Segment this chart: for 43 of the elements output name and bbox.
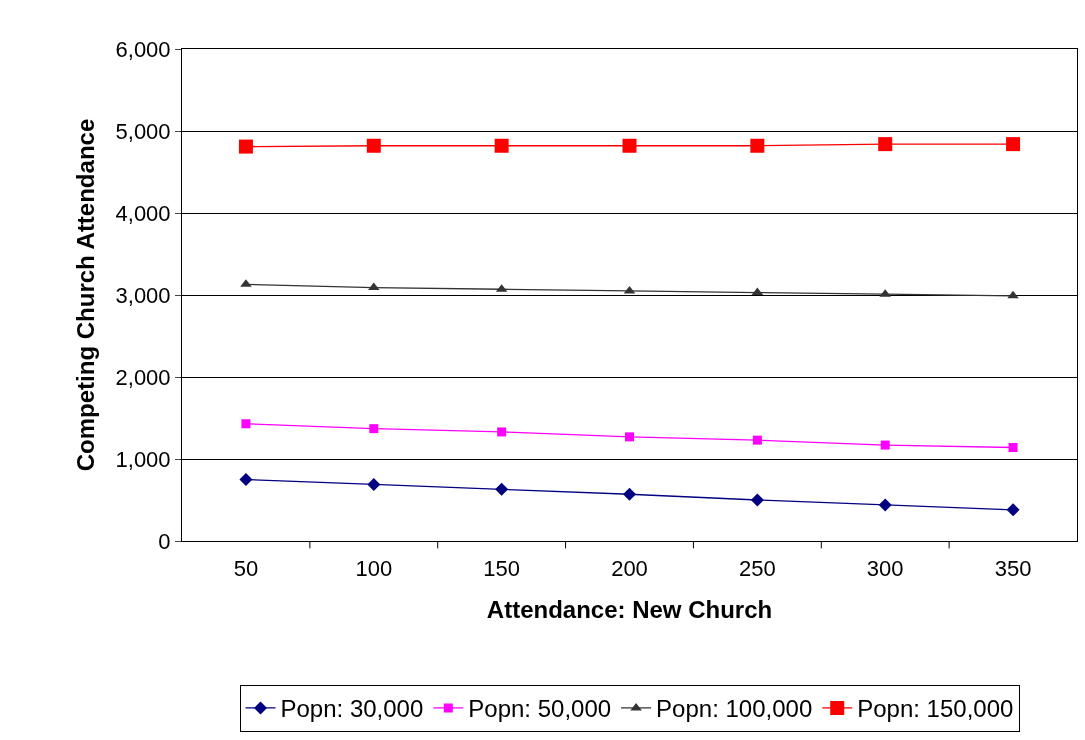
- point: [623, 487, 636, 501]
- point: [1006, 137, 1021, 152]
- y-tick-label: 3,000: [115, 282, 171, 308]
- point: [1007, 290, 1019, 299]
- y-axis-title: Competing Church Attendance: [71, 118, 99, 472]
- y-tick-label: 4,000: [115, 200, 171, 226]
- x-tick-label: 350: [994, 556, 1032, 582]
- legend-label: Popn: 150,000: [857, 695, 1014, 723]
- point: [494, 138, 509, 153]
- point: [750, 493, 764, 507]
- point: [750, 138, 765, 153]
- y-tick-label: 0: [158, 528, 171, 554]
- point: [1008, 443, 1018, 453]
- point: [369, 424, 379, 434]
- x-tick-label: 50: [233, 556, 259, 582]
- point: [495, 482, 509, 496]
- point: [239, 473, 253, 486]
- x-tick-label: 100: [355, 556, 393, 582]
- x-tick-label: 300: [866, 556, 904, 582]
- point: [622, 138, 637, 153]
- x-tick-label: 200: [611, 556, 648, 582]
- point: [367, 477, 381, 491]
- point: [1006, 503, 1020, 517]
- x-tick-label: 250: [739, 556, 776, 582]
- point: [878, 137, 893, 152]
- point: [238, 139, 253, 154]
- point: [752, 435, 762, 445]
- legend-label: Popn: 50,000: [468, 695, 612, 723]
- point: [366, 138, 381, 153]
- y-tick-label: 2,000: [115, 364, 171, 390]
- point: [880, 440, 890, 450]
- x-tick-label: 150: [483, 556, 520, 582]
- y-tick-label: 5,000: [115, 118, 171, 144]
- point: [368, 282, 380, 291]
- point: [878, 498, 892, 512]
- point: [497, 427, 507, 437]
- legend-label: Popn: 100,000: [656, 695, 813, 723]
- y-tick-label: 1,000: [115, 446, 171, 472]
- y-tick-label: 6,000: [115, 36, 171, 62]
- legend-label: Popn: 30,000: [280, 695, 424, 723]
- point: [241, 419, 251, 429]
- point: [625, 432, 634, 442]
- x-axis-title: Attendance: New Church: [486, 595, 773, 623]
